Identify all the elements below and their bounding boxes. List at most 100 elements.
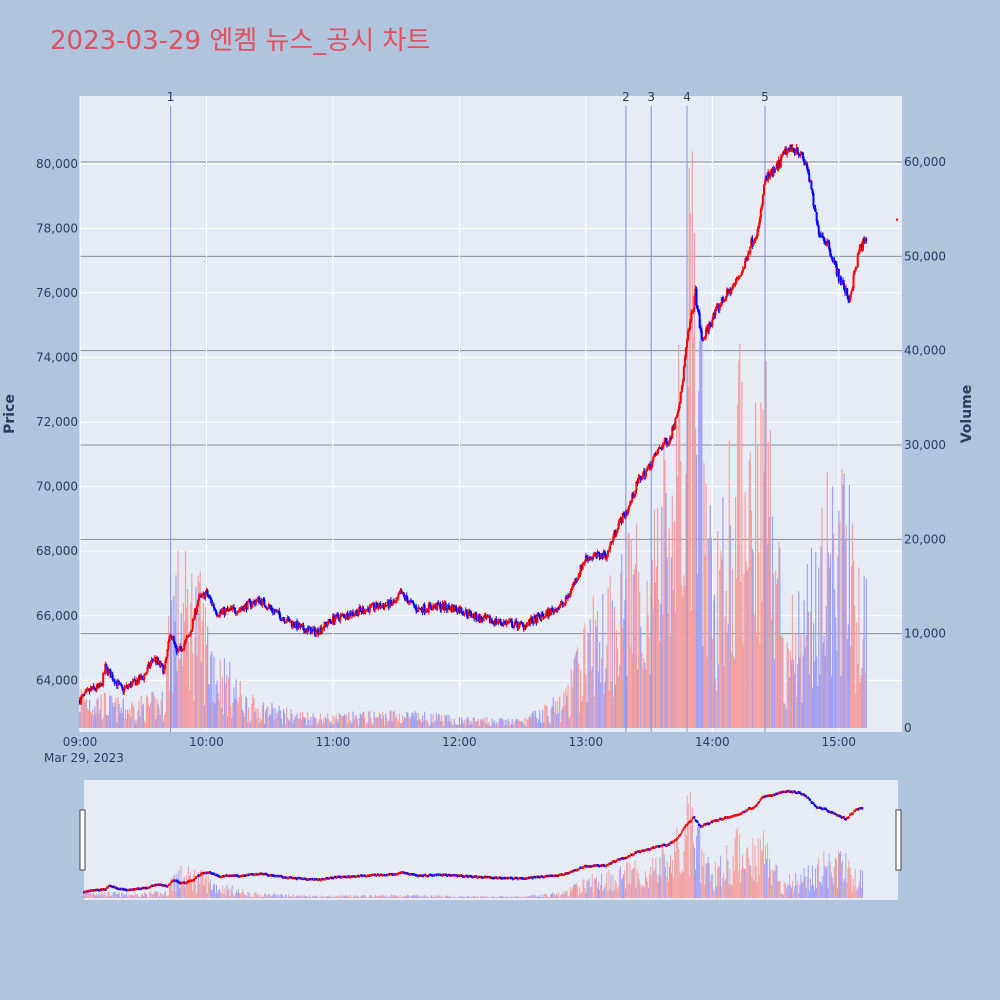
candle-body xyxy=(402,592,405,596)
slider-candle xyxy=(338,875,341,879)
slider-candle xyxy=(847,816,849,820)
slider-volume-bar xyxy=(779,881,781,898)
volume-bar xyxy=(782,638,784,728)
slider-volume-bar xyxy=(363,895,365,898)
range-slider-right-handle[interactable] xyxy=(895,809,902,871)
candle-body xyxy=(246,601,249,610)
candle-body xyxy=(199,595,202,597)
slider-candle xyxy=(215,873,218,877)
slider-volume-bar xyxy=(155,891,157,898)
slider-candle xyxy=(84,890,86,894)
slider-volume-bar xyxy=(197,881,199,898)
slider-volume-bar xyxy=(802,880,804,898)
volume-bar xyxy=(290,709,292,728)
slider-volume-bar xyxy=(782,894,784,898)
candle-body xyxy=(95,684,98,690)
candle-body xyxy=(461,612,464,615)
volume-bar xyxy=(859,682,861,728)
slider-volume-bar xyxy=(645,877,647,898)
candle-body xyxy=(811,188,814,194)
volume-bar xyxy=(310,716,312,728)
volume-bar xyxy=(434,720,436,728)
candle-body xyxy=(304,629,307,634)
candle-body xyxy=(543,616,546,619)
slider-candle xyxy=(619,858,622,861)
candle-body xyxy=(562,603,565,605)
slider-volume-bar xyxy=(100,892,102,898)
candle-body xyxy=(306,627,309,633)
volume-bar xyxy=(105,714,108,728)
candle-body xyxy=(619,518,622,520)
volume-bar xyxy=(315,718,317,728)
candle-body xyxy=(108,669,111,672)
slider-candle xyxy=(596,864,599,867)
volume-bar xyxy=(319,713,321,728)
slider-volume-bar xyxy=(462,896,464,898)
candle-body xyxy=(360,609,363,612)
volume-bar xyxy=(223,658,226,728)
slider-volume-bar xyxy=(746,848,748,898)
candle-body xyxy=(753,240,756,243)
volume-bar xyxy=(496,724,499,728)
slider-candle xyxy=(276,874,278,878)
volume-bar xyxy=(483,719,485,728)
volume-bar xyxy=(734,496,737,728)
candle-body xyxy=(662,443,665,446)
slider-volume-bar xyxy=(422,895,424,898)
slider-candle xyxy=(787,789,790,793)
slider-candle xyxy=(711,820,714,824)
candle-body xyxy=(692,309,695,312)
slider-volume-bar xyxy=(788,873,790,898)
volume-bar xyxy=(410,716,412,728)
volume-bar xyxy=(791,594,794,728)
volume-bar xyxy=(218,701,220,728)
slider-candle xyxy=(148,886,151,889)
slider-candle xyxy=(244,874,247,877)
candle-body xyxy=(337,614,340,618)
slider-volume-bar xyxy=(662,848,664,898)
candle-body xyxy=(206,590,209,596)
slider-candle xyxy=(330,876,333,879)
slider-candle xyxy=(206,871,208,875)
slider-candle xyxy=(771,794,774,797)
slider-candle xyxy=(539,875,541,879)
slider-candle xyxy=(291,876,294,880)
candle-body xyxy=(162,664,165,674)
volume-bar xyxy=(460,717,463,728)
slider-volume-bar xyxy=(512,897,514,898)
slider-candle xyxy=(457,874,460,877)
volume-bar xyxy=(443,725,445,728)
candle-body xyxy=(250,604,253,607)
slider-volume-bar xyxy=(644,870,646,898)
candle-body xyxy=(329,621,332,623)
volume-bar xyxy=(561,710,563,728)
volume-bar xyxy=(507,718,509,728)
slider-volume-bar xyxy=(585,893,587,898)
volume-bar xyxy=(307,712,309,728)
volume-bar xyxy=(145,694,148,728)
slider-volume-bar xyxy=(393,895,395,898)
slider-candle xyxy=(499,876,502,879)
slider-volume-bar xyxy=(607,891,609,898)
slider-candle xyxy=(236,874,239,877)
slider-volume-bar xyxy=(686,795,688,898)
slider-volume-bar xyxy=(338,896,340,898)
volume-bar xyxy=(638,572,640,728)
slider-candle xyxy=(459,874,462,877)
volume-bar xyxy=(742,644,744,728)
candle-body xyxy=(768,172,771,177)
slider-volume-bar xyxy=(130,894,132,898)
candle-body xyxy=(631,493,634,502)
volume-bar xyxy=(431,723,433,728)
slider-candle xyxy=(107,886,109,889)
volume-bar xyxy=(203,704,206,728)
range-slider-left-handle[interactable] xyxy=(79,809,86,871)
candle-body xyxy=(133,679,136,681)
candle-body xyxy=(812,193,815,207)
volume-bar xyxy=(693,232,696,728)
candle-body xyxy=(525,623,528,628)
volume-bar xyxy=(624,600,626,728)
slider-candle xyxy=(379,873,382,876)
volume-bar xyxy=(672,590,675,728)
volume-bar xyxy=(661,506,663,728)
